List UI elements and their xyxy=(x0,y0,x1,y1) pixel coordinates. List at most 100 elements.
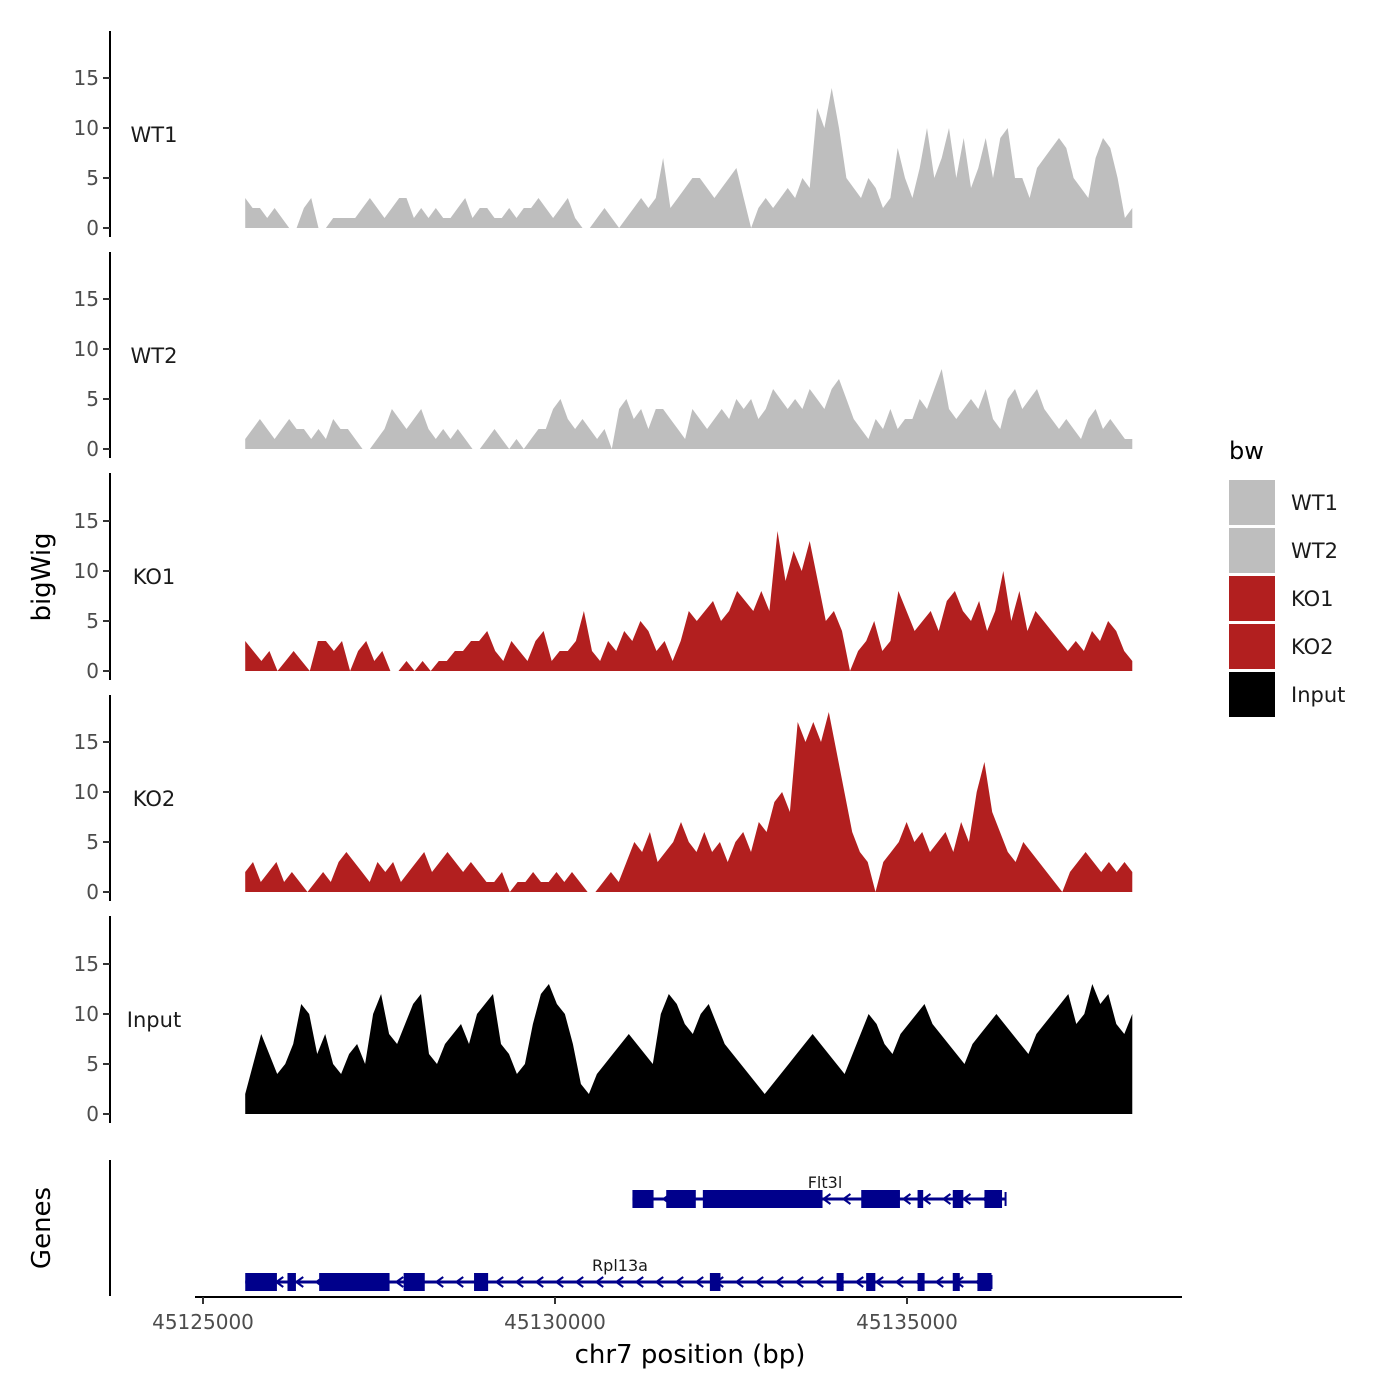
y-tick-label: 5 xyxy=(86,387,99,411)
exon xyxy=(861,1190,900,1208)
legend-label-wt1: WT1 xyxy=(1291,491,1338,515)
strand-arrow xyxy=(934,1276,944,1288)
track-area-input xyxy=(245,984,1133,1114)
track-area-wt2 xyxy=(245,369,1133,449)
y-tick-label: 15 xyxy=(74,952,99,976)
track-area-wt1 xyxy=(245,88,1133,228)
track-input: 0 5 10 15 Input xyxy=(74,916,1133,1126)
y-tick-label: 0 xyxy=(86,216,99,240)
genes-axis-title: Genes xyxy=(27,1187,57,1269)
strand-arrow xyxy=(614,1276,624,1288)
track-label-ko2: KO2 xyxy=(133,787,176,811)
legend-label-wt2: WT2 xyxy=(1291,539,1338,563)
exon xyxy=(917,1273,925,1291)
gene-label: Rpl13a xyxy=(592,1256,648,1275)
track-label-input: Input xyxy=(127,1008,181,1032)
exon xyxy=(632,1190,654,1208)
legend-label-ko2: KO2 xyxy=(1291,635,1334,659)
legend-label-input: Input xyxy=(1291,683,1345,707)
tracks-layer: 0 5 10 15 WT1 0 5 10 15 WT2 0 5 10 15 KO1 0 5 10 15 KO2 0 5 10… xyxy=(74,31,1133,1126)
y-tick-label: 0 xyxy=(86,1102,99,1126)
strand-arrow xyxy=(554,1276,564,1288)
exon xyxy=(952,1190,964,1208)
strand-arrow xyxy=(294,1276,304,1288)
genes-layer: Flt3l Rpl13a xyxy=(109,1160,1007,1296)
strand-arrow xyxy=(774,1276,784,1288)
exon xyxy=(952,1273,960,1291)
exon xyxy=(984,1190,1003,1208)
track-label-wt1: WT1 xyxy=(131,123,178,147)
strand-arrow xyxy=(841,1193,852,1205)
exon xyxy=(319,1273,390,1291)
track-wt1: 0 5 10 15 WT1 xyxy=(74,31,1133,240)
legend-label-ko1: KO1 xyxy=(1291,587,1334,611)
strand-arrow xyxy=(534,1276,544,1288)
y-tick-label: 0 xyxy=(86,437,99,461)
exon xyxy=(709,1273,721,1291)
y-tick-label: 0 xyxy=(86,659,99,683)
strand-arrow xyxy=(854,1276,864,1288)
y-tick-label: 15 xyxy=(74,287,99,311)
track-area-ko1 xyxy=(245,531,1133,671)
y-tick-label: 10 xyxy=(74,780,99,804)
exon xyxy=(977,1273,992,1291)
exon xyxy=(866,1273,876,1291)
legend: bw WT1 WT2 KO1 KO2 Input xyxy=(1229,437,1345,717)
strand-arrow xyxy=(921,1193,932,1205)
strand-arrow xyxy=(434,1276,444,1288)
y-tick-label: 15 xyxy=(74,509,99,533)
y-tick-label: 10 xyxy=(74,1002,99,1026)
legend-swatch-wt2 xyxy=(1229,528,1275,573)
y-tick-label: 5 xyxy=(86,166,99,190)
strand-arrow xyxy=(634,1276,644,1288)
strand-arrow xyxy=(654,1276,664,1288)
y-tick-label: 5 xyxy=(86,830,99,854)
strand-arrow xyxy=(901,1193,912,1205)
strand-arrow xyxy=(494,1276,504,1288)
gene-flt3l: Flt3l xyxy=(632,1173,1007,1208)
strand-arrow xyxy=(514,1276,524,1288)
exon xyxy=(836,1273,844,1291)
y-tick-label: 5 xyxy=(86,609,99,633)
strand-arrow xyxy=(961,1193,972,1205)
legend-swatch-ko1 xyxy=(1229,576,1275,621)
y-tick-label: 15 xyxy=(74,66,99,90)
exon xyxy=(702,1190,823,1208)
strand-arrow xyxy=(594,1276,604,1288)
track-ko1: 0 5 10 15 KO1 xyxy=(74,473,1133,683)
track-wt2: 0 5 10 15 WT2 xyxy=(74,252,1133,461)
strand-arrow xyxy=(674,1276,684,1288)
exon xyxy=(245,1273,277,1291)
y-axis-title: bigWig xyxy=(27,532,57,621)
x-axis-title: chr7 position (bp) xyxy=(575,1340,806,1370)
y-tick-label: 0 xyxy=(86,880,99,904)
y-tick-label: 10 xyxy=(74,559,99,583)
strand-arrow xyxy=(734,1276,744,1288)
exon xyxy=(474,1273,489,1291)
exon xyxy=(917,1190,924,1208)
track-label-ko1: KO1 xyxy=(133,565,176,589)
x-tick-label: 45125000 xyxy=(152,1310,254,1334)
strand-arrow xyxy=(814,1276,824,1288)
strand-arrow xyxy=(894,1276,904,1288)
legend-swatch-wt1 xyxy=(1229,480,1275,525)
y-tick-label: 15 xyxy=(74,730,99,754)
strand-arrow xyxy=(794,1276,804,1288)
strand-arrow xyxy=(454,1276,464,1288)
x-tick-label: 45135000 xyxy=(856,1310,958,1334)
track-area-ko2 xyxy=(245,712,1133,892)
exon xyxy=(403,1273,425,1291)
track-ko2: 0 5 10 15 KO2 xyxy=(74,695,1133,904)
y-tick-label: 10 xyxy=(74,116,99,140)
y-tick-label: 5 xyxy=(86,1052,99,1076)
exon xyxy=(666,1190,696,1208)
y-tick-label: 10 xyxy=(74,337,99,361)
strand-arrow xyxy=(574,1276,584,1288)
strand-arrow xyxy=(941,1193,952,1205)
strand-arrow xyxy=(874,1276,884,1288)
legend-swatch-ko2 xyxy=(1229,624,1275,669)
legend-swatch-input xyxy=(1229,672,1275,717)
gene-rpl13a: Rpl13a xyxy=(245,1256,993,1291)
strand-arrow xyxy=(394,1276,404,1288)
